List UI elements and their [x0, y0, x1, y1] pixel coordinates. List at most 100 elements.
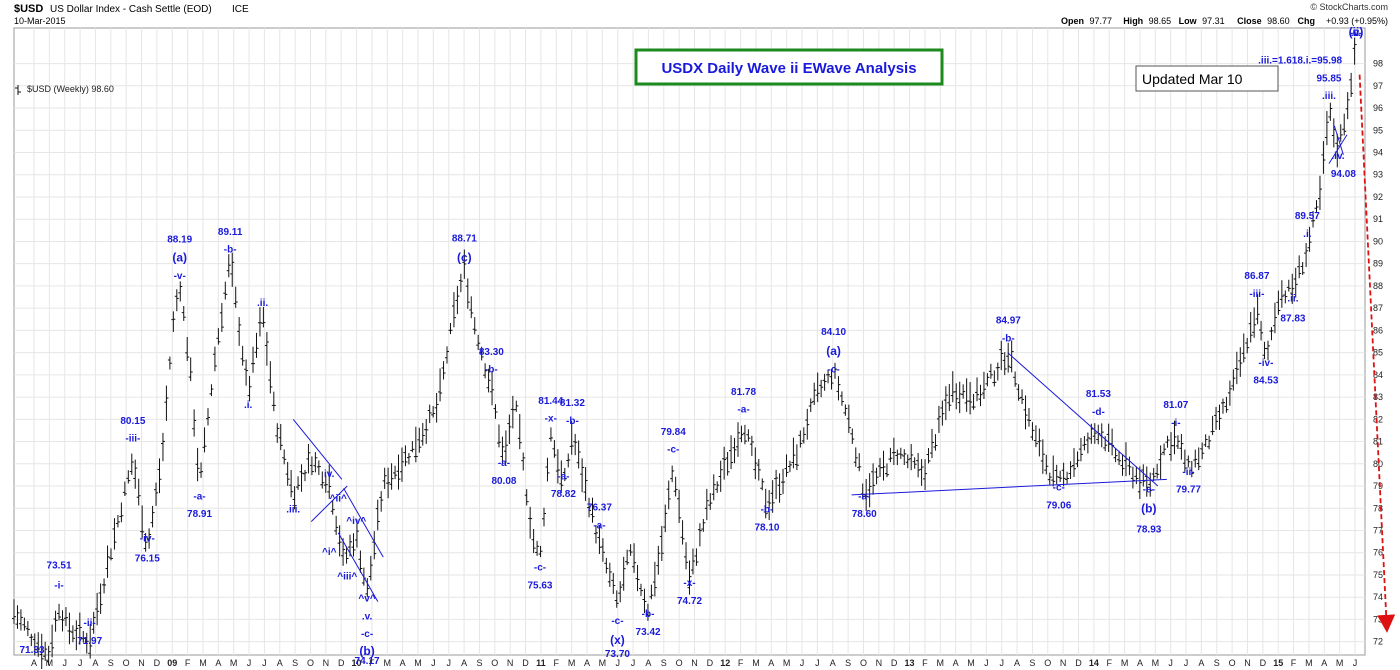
y-tick-label: 82 — [1373, 414, 1383, 424]
price-bar — [105, 545, 110, 578]
wave-label: 79.06 — [1046, 500, 1071, 511]
price-bar — [1255, 294, 1260, 325]
wave-label: .iii.=1.618.i.=95.98 — [1258, 56, 1342, 67]
series-legend: $USD (Weekly) 98.60 — [27, 84, 114, 94]
price-bar — [1259, 320, 1264, 341]
chart-title: USDX Daily Wave ii EWave Analysis — [661, 60, 916, 77]
price-bar — [812, 382, 817, 406]
x-tick-label: S — [476, 658, 482, 668]
price-bar — [1151, 467, 1156, 482]
price-bar — [126, 470, 131, 484]
price-bar — [552, 440, 557, 458]
price-bar — [1058, 470, 1063, 482]
price-bar — [694, 548, 699, 566]
price-bar — [1026, 408, 1031, 427]
wave-label: -i- — [1171, 418, 1180, 429]
price-bar — [933, 434, 938, 451]
price-bar — [1269, 327, 1274, 341]
y-tick-label: 91 — [1373, 214, 1383, 224]
price-bar — [1321, 141, 1326, 174]
price-bar — [1317, 175, 1322, 211]
price-bar — [334, 515, 339, 535]
price-bar — [545, 457, 550, 482]
price-bar — [961, 384, 966, 399]
price-bar — [1227, 380, 1232, 406]
price-bar — [583, 467, 588, 501]
price-bar — [819, 379, 824, 398]
wave-label: .ii. — [257, 298, 268, 309]
price-bar — [320, 471, 325, 489]
wave-label: 95.85 — [1316, 73, 1341, 84]
wave-label: -b- — [485, 365, 498, 376]
price-bar — [60, 610, 65, 632]
x-tick-label: J — [800, 658, 805, 668]
price-bar — [652, 561, 657, 597]
price-bar — [1078, 437, 1083, 462]
wave-label: 75.63 — [527, 580, 552, 591]
price-bar — [971, 393, 976, 410]
price-bar — [268, 361, 273, 394]
price-bar — [455, 285, 460, 315]
price-bar — [732, 437, 737, 464]
wave-label: 89.11 — [218, 227, 243, 238]
price-bar — [140, 505, 145, 539]
wave-label: -ii- — [84, 618, 96, 629]
x-tick-label: J — [984, 658, 989, 668]
price-bar — [881, 450, 886, 481]
wave-label: -b- — [1002, 334, 1015, 345]
ohlc-label: Low — [1179, 16, 1198, 26]
x-tick-label: O — [123, 658, 130, 668]
wave-label: 79.77 — [1176, 485, 1201, 496]
price-bar — [929, 428, 934, 459]
wave-label: (b) — [1141, 502, 1156, 516]
x-tick-label: A — [1137, 658, 1143, 668]
price-bar — [884, 463, 889, 478]
wave-label: 81.44 — [538, 396, 563, 407]
price-bar — [635, 564, 640, 592]
x-tick-label: M — [568, 658, 576, 668]
price-bar — [431, 406, 436, 418]
price-bar — [133, 459, 138, 489]
price-bar — [1148, 472, 1153, 497]
price-bar — [1200, 442, 1205, 460]
wave-label: -b- — [566, 416, 579, 427]
price-bar — [1137, 466, 1142, 500]
wave-label: -iii- — [125, 434, 140, 445]
wave-label: 71.33 — [19, 645, 44, 656]
x-tick-label: A — [277, 658, 283, 668]
wave-label: 88.71 — [452, 233, 477, 244]
x-tick-label: S — [1029, 658, 1035, 668]
y-tick-label: 88 — [1373, 281, 1383, 291]
wave-label: 76.15 — [135, 554, 160, 565]
price-bar — [791, 437, 796, 469]
price-bar — [351, 533, 356, 557]
y-tick-label: 97 — [1373, 81, 1383, 91]
price-bar — [843, 404, 848, 416]
wave-label: -a- — [557, 471, 569, 482]
price-bar — [379, 491, 384, 512]
price-bar — [604, 557, 609, 574]
price-bar — [119, 502, 124, 523]
wave-label: -c- — [361, 629, 373, 640]
price-bar — [1286, 279, 1291, 292]
wave-label: -b- — [642, 609, 655, 620]
price-bar — [240, 345, 245, 366]
price-bar — [781, 468, 786, 495]
price-bar — [555, 449, 560, 484]
price-bar — [1006, 342, 1011, 373]
price-bar — [770, 480, 775, 513]
price-bar — [299, 464, 304, 492]
ohlc-value: +0.93 (+0.95%) — [1326, 16, 1388, 26]
wave-label: 81.32 — [560, 398, 585, 409]
x-tick-label: M — [384, 658, 392, 668]
price-bar — [1172, 420, 1177, 455]
price-bar — [1065, 471, 1070, 485]
price-bar — [784, 454, 789, 477]
ohlc-value: 97.31 — [1202, 16, 1225, 26]
wave-label: .iii. — [286, 505, 300, 516]
price-bar — [476, 334, 481, 350]
price-bar — [978, 384, 983, 407]
price-bar — [1220, 398, 1225, 414]
price-bar — [341, 538, 346, 566]
trendline — [1333, 125, 1344, 155]
